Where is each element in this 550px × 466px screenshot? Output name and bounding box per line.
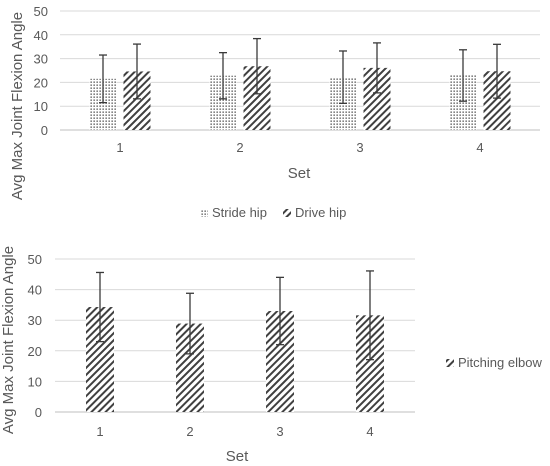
chart-2-error-bars	[96, 270, 374, 361]
y-tick-label: 20	[34, 75, 48, 90]
chart-2: 0 10 20 30 40 50 1 2 3 4 Avg Max Joint Flexion A…	[0, 246, 542, 465]
legend-label-stride-hip: Stride hip	[212, 205, 267, 220]
chart-1-bars	[89, 66, 511, 130]
chart-2-x-axis-label: Set	[226, 448, 249, 465]
y-tick-label: 0	[35, 405, 42, 420]
y-tick-label: 30	[28, 313, 42, 328]
legend-swatch-pitching-elbow	[446, 359, 454, 367]
y-tick-label: 50	[34, 4, 48, 19]
chart-1-x-ticks: 1 2 3 4	[116, 140, 483, 155]
y-tick-label: 10	[34, 99, 48, 114]
x-tick-label: 4	[366, 424, 373, 439]
chart-1-x-axis-label: Set	[288, 165, 311, 182]
y-tick-label: 10	[28, 374, 42, 389]
chart-2-y-axis-label: Avg Max Joint Flexion Angle	[0, 246, 17, 434]
x-tick-label: 3	[356, 140, 363, 155]
chart-2-x-ticks: 1 2 3 4	[96, 424, 373, 439]
legend-swatch-drive-hip	[283, 209, 291, 217]
y-tick-label: 50	[28, 252, 42, 267]
x-tick-label: 2	[186, 424, 193, 439]
chart-2-bars	[86, 307, 384, 412]
y-tick-label: 30	[34, 52, 48, 67]
y-tick-label: 40	[34, 28, 48, 43]
x-tick-label: 4	[476, 140, 483, 155]
legend-label-pitching-elbow: Pitching elbow	[458, 355, 542, 370]
chart-2-y-ticks: 0 10 20 30 40 50	[28, 252, 42, 420]
chart-1: 0 10 20 30 40 50 1 2 3 4 Avg Max Joint Flexion A…	[9, 4, 540, 220]
chart-2-gridlines	[55, 258, 415, 413]
chart-2-legend: Pitching elbow	[446, 355, 542, 370]
chart-1-legend: Stride hip Drive hip	[200, 205, 346, 220]
legend-swatch-stride-hip	[200, 209, 208, 217]
chart-1-y-ticks: 0 10 20 30 40 50	[34, 4, 48, 138]
legend-label-drive-hip: Drive hip	[295, 205, 346, 220]
y-tick-label: 40	[28, 283, 42, 298]
chart-1-error-bars	[99, 37, 501, 104]
x-tick-label: 2	[236, 140, 243, 155]
x-tick-label: 3	[276, 424, 283, 439]
x-tick-label: 1	[96, 424, 103, 439]
chart-1-y-axis-label: Avg Max Joint Flexion Angle	[9, 12, 26, 200]
y-tick-label: 20	[28, 344, 42, 359]
x-tick-label: 1	[116, 140, 123, 155]
y-tick-label: 0	[41, 123, 48, 138]
